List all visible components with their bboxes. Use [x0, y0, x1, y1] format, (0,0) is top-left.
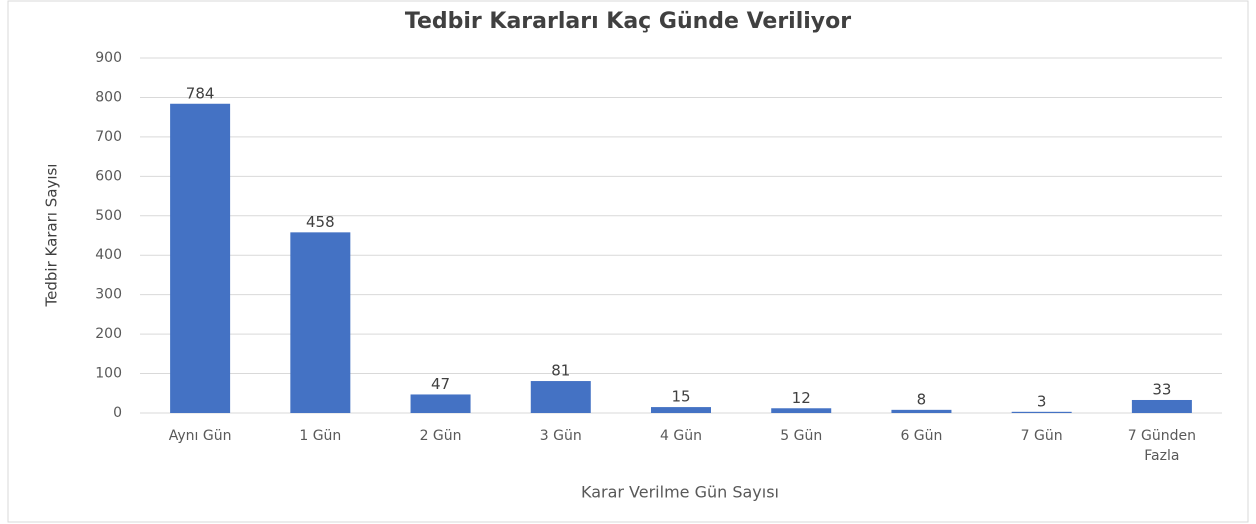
- data-label: 12: [792, 389, 811, 407]
- x-tick-label-box: 2 Gün: [419, 428, 462, 444]
- y-tick-label: 500: [95, 208, 122, 224]
- x-tick-label: 7 Gün: [1020, 428, 1063, 444]
- bar: [891, 409, 952, 413]
- bar: [410, 394, 471, 413]
- x-tick-label: 3 Gün: [539, 428, 582, 444]
- x-tick-label-box: 7 Gün: [1020, 428, 1063, 444]
- data-label: 15: [671, 388, 690, 406]
- x-tick-label-box: 4 Gün: [660, 428, 702, 444]
- data-label: 33: [1152, 380, 1171, 398]
- y-tick-label: 200: [95, 326, 122, 342]
- x-tick-label-box: 6 Gün: [900, 428, 943, 444]
- y-tick-label: 900: [95, 50, 122, 66]
- bar: [290, 232, 351, 413]
- x-tick-label: 2 Gün: [419, 428, 462, 444]
- y-axis-title: Tedbir Kararı Sayısı: [43, 164, 61, 308]
- data-label: 81: [551, 362, 570, 380]
- y-tick-label: 600: [95, 168, 122, 184]
- data-label: 458: [306, 213, 335, 231]
- x-tick-label: 7 Günden Fazla: [1127, 428, 1197, 464]
- data-label: 8: [917, 390, 927, 408]
- bar: [170, 103, 231, 413]
- x-axis-title: Karar Verilme Gün Sayısı: [581, 483, 779, 502]
- y-tick-label: 800: [95, 89, 122, 105]
- y-tick-label: 100: [95, 366, 122, 382]
- x-tick-label-box: 3 Gün: [539, 428, 582, 444]
- x-tick-label: 6 Gün: [900, 428, 943, 444]
- bar: [530, 381, 591, 413]
- bar: [1131, 399, 1192, 413]
- bar: [651, 407, 711, 413]
- data-label: 3: [1037, 392, 1047, 410]
- y-tick-label: 0: [113, 405, 122, 421]
- y-tick-label: 400: [95, 247, 122, 263]
- x-tick-label: 1 Gün: [299, 428, 342, 444]
- chart-title: Tedbir Kararları Kaç Günde Veriliyor: [405, 9, 851, 34]
- bar: [771, 408, 832, 413]
- x-tick-label-box: 5 Gün: [780, 428, 823, 444]
- y-tick-label: 700: [95, 129, 122, 145]
- x-tick-label: 5 Gün: [780, 428, 823, 444]
- x-tick-label-box: Aynı Gün: [168, 428, 232, 444]
- x-tick-label-box: 7 Günden Fazla: [1127, 428, 1197, 464]
- bar: [1011, 411, 1072, 413]
- x-tick-label-box: 1 Gün: [299, 428, 342, 444]
- x-tick-label: Aynı Gün: [168, 428, 232, 444]
- data-label: 784: [186, 84, 215, 102]
- x-tick-label: 4 Gün: [660, 428, 702, 444]
- data-label: 47: [431, 375, 450, 393]
- y-tick-label: 300: [95, 287, 122, 303]
